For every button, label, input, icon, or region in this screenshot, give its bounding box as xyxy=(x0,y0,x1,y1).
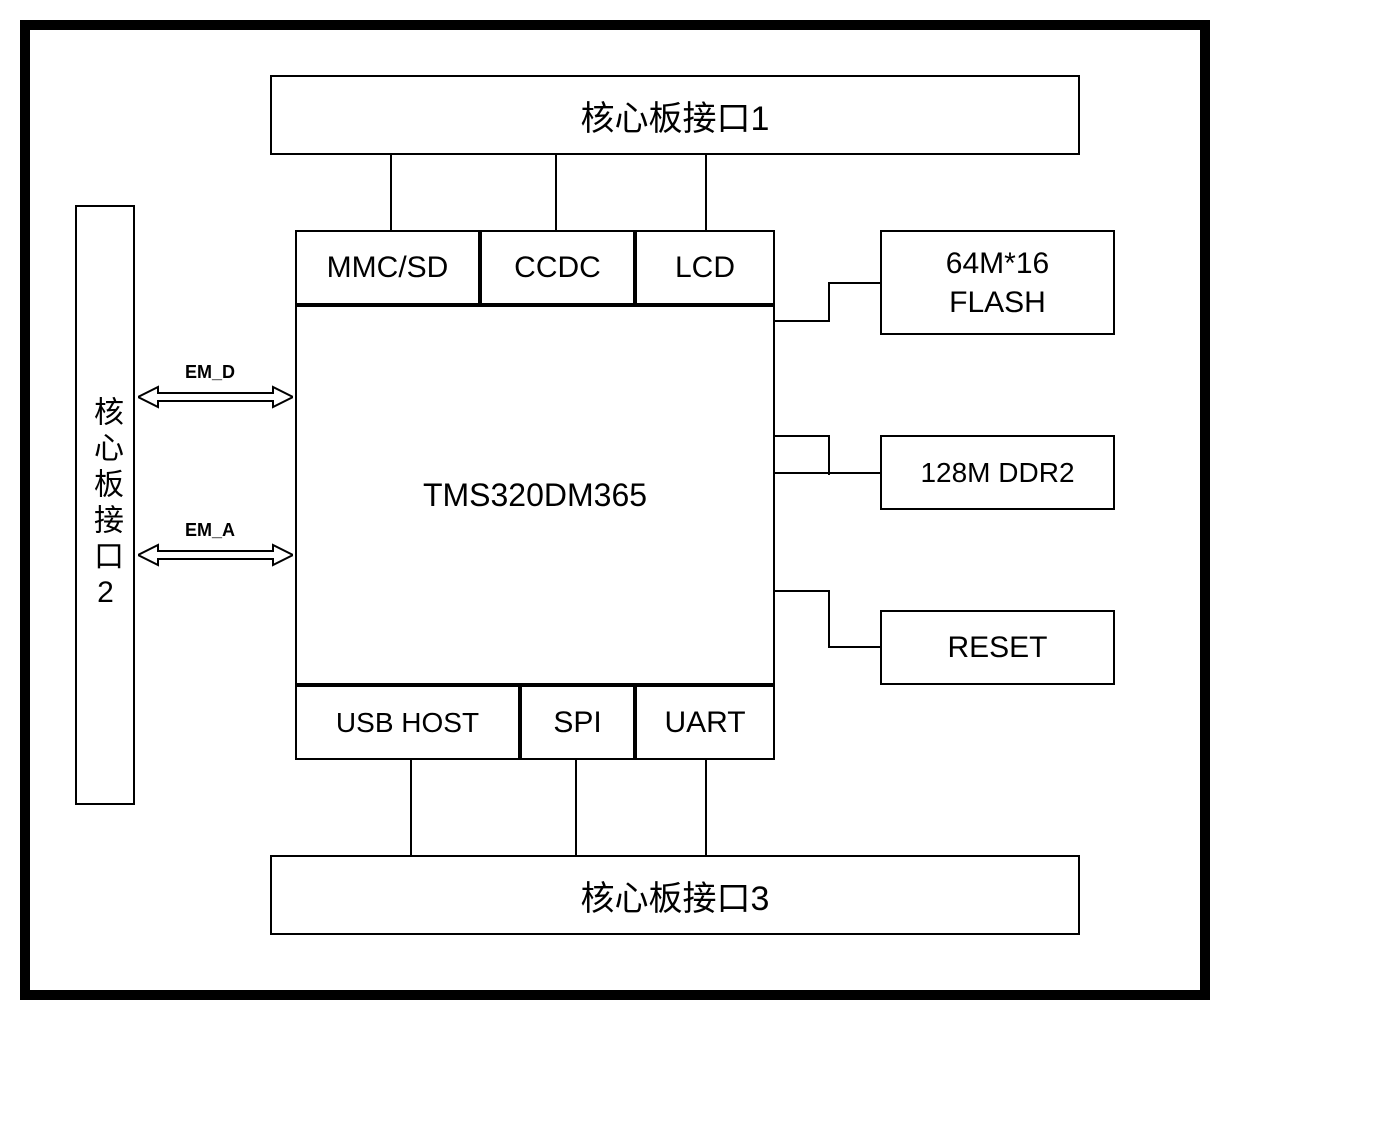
bottom-interface-label: 核心板接口3 xyxy=(581,871,770,920)
usb-block: USB HOST xyxy=(295,685,520,760)
connector-reset-h2 xyxy=(828,646,880,648)
connector-bot-1 xyxy=(410,760,412,855)
connector-top-1 xyxy=(390,155,392,230)
connector-top-3 xyxy=(705,155,707,230)
flash-block: 64M*16 FLASH xyxy=(880,230,1115,335)
em-d-label: EM_D xyxy=(185,362,235,383)
top-interface-label: 核心板接口1 xyxy=(581,91,770,140)
connector-flash-v xyxy=(828,282,830,322)
top-interface-block: 核心板接口1 xyxy=(270,75,1080,155)
cpu-label: TMS320DM365 xyxy=(423,477,647,514)
em-a-label: EM_A xyxy=(185,520,235,541)
lcd-block: LCD xyxy=(635,230,775,305)
diagram-frame: 核心板接口1 核心板接口2 EM_D EM_A MMC/SD CCDC LCD … xyxy=(20,20,1210,1000)
connector-reset-h1 xyxy=(775,590,830,592)
connector-reset-v xyxy=(828,590,830,648)
bottom-interface-block: 核心板接口3 xyxy=(270,855,1080,935)
ccdc-block: CCDC xyxy=(480,230,635,305)
spi-label: SPI xyxy=(553,706,601,740)
connector-flash-h2 xyxy=(828,282,880,284)
mmc-label: MMC/SD xyxy=(327,251,449,285)
uart-block: UART xyxy=(635,685,775,760)
uart-label: UART xyxy=(664,706,745,740)
mmc-block: MMC/SD xyxy=(295,230,480,305)
connector-mid-h xyxy=(775,435,830,437)
spi-block: SPI xyxy=(520,685,635,760)
left-interface-block: 核心板接口2 xyxy=(75,205,135,805)
flash-line2: FLASH xyxy=(949,286,1046,319)
reset-block: RESET xyxy=(880,610,1115,685)
ddr2-label: 128M DDR2 xyxy=(920,457,1074,489)
connector-bot-2 xyxy=(575,760,577,855)
connector-flash-h xyxy=(775,320,830,322)
cpu-block: TMS320DM365 xyxy=(295,305,775,685)
left-interface-label: 核心板接口2 xyxy=(83,396,127,615)
reset-label: RESET xyxy=(947,631,1047,665)
em-d-arrow xyxy=(138,385,293,409)
connector-top-2 xyxy=(555,155,557,230)
flash-line1: 64M*16 xyxy=(946,247,1049,280)
connector-bot-3 xyxy=(705,760,707,855)
lcd-label: LCD xyxy=(675,251,735,285)
flash-label: 64M*16 FLASH xyxy=(946,244,1049,322)
ccdc-label: CCDC xyxy=(514,251,601,285)
ddr2-block: 128M DDR2 xyxy=(880,435,1115,510)
connector-ddr2-v xyxy=(828,435,830,475)
usb-label: USB HOST xyxy=(336,707,479,739)
em-a-arrow xyxy=(138,543,293,567)
